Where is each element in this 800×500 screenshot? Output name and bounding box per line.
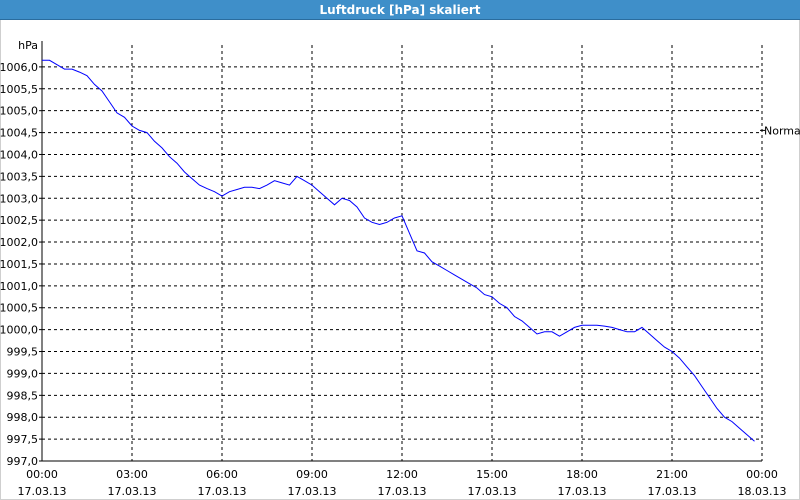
x-tick-time-label: 03:00 [116, 468, 148, 481]
y-tick-label: 1004,5 [0, 127, 38, 140]
y-tick-label: 999,0 [7, 367, 39, 380]
y-tick-label: 1003,5 [0, 170, 38, 183]
plot-area [42, 45, 762, 461]
x-tick-date-label: 17.03.13 [108, 485, 157, 498]
x-tick-time-label: 12:00 [386, 468, 418, 481]
y-tick-label: 1003,0 [0, 192, 38, 205]
y-tick-label: 997,5 [7, 433, 39, 446]
x-tick-time-label: 00:00 [26, 468, 58, 481]
y-tick-label: 998,5 [7, 389, 39, 402]
y-tick-label: 1004,0 [0, 148, 38, 161]
y-tick-label: 1000,5 [0, 302, 38, 315]
y-tick-label: 998,0 [7, 411, 39, 424]
x-tick-time-label: 18:00 [566, 468, 598, 481]
x-tick-date-label: 17.03.13 [468, 485, 517, 498]
x-tick-date-label: 17.03.13 [648, 485, 697, 498]
y-tick-label: 1006,0 [0, 61, 38, 74]
x-tick-time-label: 06:00 [206, 468, 238, 481]
y-tick-label: 1002,0 [0, 236, 38, 249]
y-tick-label: 1001,0 [0, 280, 38, 293]
x-tick-time-label: 09:00 [296, 468, 328, 481]
x-tick-date-label: 17.03.13 [198, 485, 247, 498]
x-tick-date-label: 17.03.13 [288, 485, 337, 498]
y-tick-label: 1002,5 [0, 214, 38, 227]
x-tick-time-label: 21:00 [656, 468, 688, 481]
chart-title-bar: Luftdruck [hPa] skaliert [0, 0, 800, 20]
x-tick-date-label: 18.03.13 [738, 485, 787, 498]
y-tick-label: 997,0 [7, 455, 39, 468]
x-tick-date-label: 17.03.13 [18, 485, 67, 498]
y-tick-label: 1000,0 [0, 324, 38, 337]
x-tick-time-label: 00:00 [746, 468, 778, 481]
x-tick-time-label: 15:00 [476, 468, 508, 481]
chart-title: Luftdruck [hPa] skaliert [319, 2, 481, 17]
y-tick-label: 999,5 [7, 346, 39, 359]
y-tick-label: 1001,5 [0, 258, 38, 271]
x-tick-date-label: 17.03.13 [378, 485, 427, 498]
y-axis-unit-label: hPa [18, 39, 38, 52]
pressure-series-line [42, 59, 755, 442]
x-tick-date-label: 17.03.13 [558, 485, 607, 498]
y-tick-label: 1005,5 [0, 83, 38, 96]
reference-line-label: Normal [764, 124, 800, 137]
y-tick-label: 1005,0 [0, 105, 38, 118]
